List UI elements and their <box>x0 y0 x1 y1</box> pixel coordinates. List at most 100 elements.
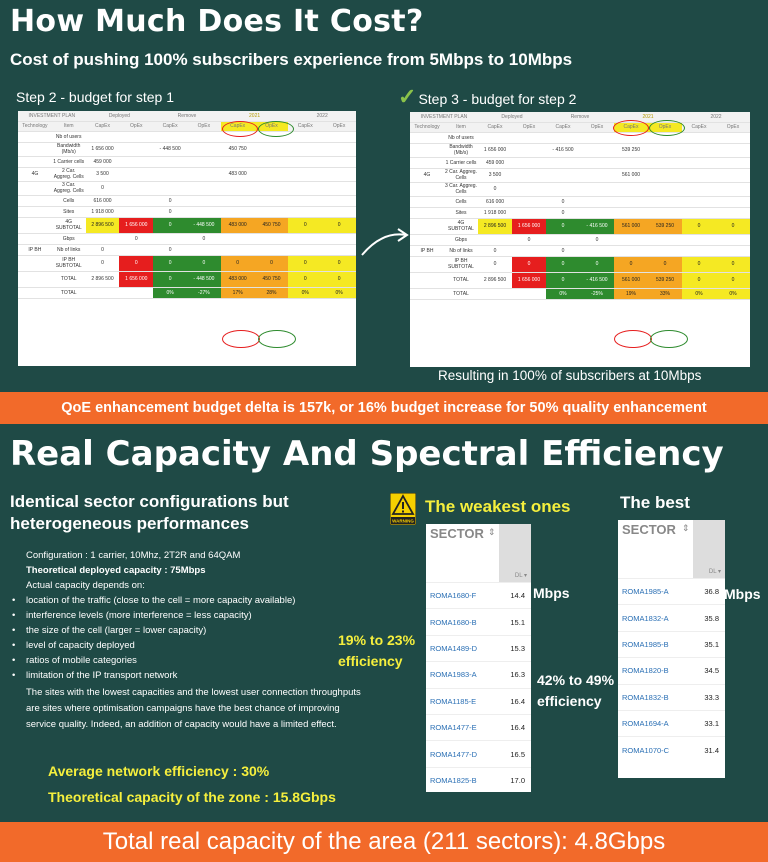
best-label: The best <box>620 493 690 512</box>
value-cell: 1 656 000 <box>478 143 512 158</box>
value-cell <box>614 182 648 197</box>
sector-name-link[interactable]: ROMA1185-E <box>430 696 477 706</box>
sector-column-header[interactable]: SECTOR <box>430 526 484 541</box>
value-column-header[interactable]: DL ▾ <box>499 524 531 582</box>
sector-column-header[interactable]: SECTOR <box>622 522 676 537</box>
table-row: 4G 2 Car. Aggreg. Cells 3 500 561 000 <box>410 168 750 183</box>
group-header: Remove <box>546 112 614 123</box>
sort-down-icon[interactable]: DL ▾ <box>708 569 721 575</box>
value-cell: 2 896 500 <box>478 272 512 289</box>
sector-name-link[interactable]: ROMA1070-C <box>622 745 670 755</box>
sector-name-link[interactable]: ROMA1832-A <box>622 613 669 623</box>
sort-icon[interactable]: ⇕ <box>682 523 690 533</box>
value-cell <box>119 142 154 157</box>
value-cell: 0 <box>322 255 356 272</box>
value-cell: 561 000 <box>614 272 648 289</box>
sort-icon[interactable]: ⇕ <box>488 527 496 537</box>
table-row: 1 Carrier cells 459 000 <box>18 156 356 168</box>
value-cell <box>186 244 221 256</box>
value-cell: 0 <box>478 256 512 273</box>
value-cell: - 416 500 <box>580 272 614 289</box>
sector-name-link[interactable]: ROMA1825-B <box>430 775 477 785</box>
group-header: Remove <box>153 111 221 122</box>
value-cell: 1 656 000 <box>512 218 546 235</box>
table-header: SECTOR ⇕ DL ▾ <box>426 524 531 582</box>
warning-text: WARNING <box>392 519 414 524</box>
value-cell <box>716 207 750 219</box>
value-cell: 0% <box>546 288 580 300</box>
value-cell <box>322 142 356 157</box>
table-header: SECTOR ⇕ DL ▾ <box>618 520 725 578</box>
sector-name-link[interactable]: ROMA1680-F <box>430 591 477 601</box>
value-cell <box>322 167 356 182</box>
sort-down-icon[interactable]: DL ▾ <box>514 573 527 579</box>
value-cell: 483 000 <box>220 271 255 288</box>
item-cell: Nb of users <box>51 131 86 143</box>
best-efficiency: 42% to 49% efficiency <box>537 670 614 712</box>
sector-name-link[interactable]: ROMA1832-B <box>622 692 669 702</box>
item-cell: 2 Car. Aggreg. Cells <box>444 168 478 183</box>
throughput-value: 16.4 <box>510 696 525 706</box>
sector-name-link[interactable]: ROMA1985-A <box>622 587 669 597</box>
group-header: 2022 <box>682 112 750 123</box>
item-cell: Nb of links <box>444 245 478 257</box>
value-cell: 0% <box>716 288 750 300</box>
checkmark-icon: ✓ <box>398 84 417 109</box>
value-cell: 0 <box>153 244 187 256</box>
sector-name-link[interactable]: ROMA1694-A <box>622 719 669 729</box>
tech-cell <box>18 181 52 196</box>
value-cell <box>648 168 682 183</box>
value-cell: 450 750 <box>220 142 255 157</box>
qoe-banner: QoE enhancement budget delta is 157k, or… <box>0 392 768 424</box>
value-cell <box>220 206 255 218</box>
value-cell: 2 896 500 <box>85 217 120 234</box>
value-cell <box>153 131 187 143</box>
value-cell: 0 <box>288 255 323 272</box>
value-cell <box>682 207 716 219</box>
sector-name-link[interactable]: ROMA1820-B <box>622 666 669 676</box>
item-cell: Bandwidth (Mb/s) <box>51 142 86 157</box>
item-cell: Sites <box>444 207 478 219</box>
value-cell: 0 <box>546 218 580 235</box>
value-cell <box>682 132 716 144</box>
table-row: 4G 2 Car. Aggreg. Cells 3 500 483 000 <box>18 167 356 182</box>
sector-name-link[interactable]: ROMA1477-D <box>430 749 478 759</box>
value-cell <box>648 234 682 246</box>
value-cell <box>220 244 255 256</box>
throughput-value: 16.4 <box>510 723 525 733</box>
throughput-value: 34.5 <box>704 666 719 676</box>
item-cell: 4G SUBTOTAL <box>444 218 478 235</box>
sector-name-link[interactable]: ROMA1680-B <box>430 617 477 627</box>
table-row: 4G SUBTOTAL 2 896 500 1 656 000 0- 448 500 4… <box>18 217 356 234</box>
tech-cell <box>18 287 52 299</box>
sector-name-link[interactable]: ROMA1489-D <box>430 643 478 653</box>
value-cell: 0 <box>546 196 580 208</box>
value-cell <box>614 234 648 246</box>
value-cell <box>580 157 614 169</box>
sector-name-link[interactable]: ROMA1477-E <box>430 723 477 733</box>
value-cell: 2 896 500 <box>478 218 512 235</box>
value-cell <box>153 167 187 182</box>
value-cell: 483 000 <box>220 167 255 182</box>
table-row: ROMA1983-A 16.3 <box>426 661 531 687</box>
value-cell <box>546 168 580 183</box>
value-cell <box>478 288 512 300</box>
value-cell <box>186 131 221 143</box>
value-column-header[interactable]: DL ▾ <box>693 520 725 578</box>
tech-cell <box>18 142 52 157</box>
sector-name-link[interactable]: ROMA1985-B <box>622 639 669 649</box>
tech-cell <box>410 196 444 208</box>
value-cell <box>322 206 356 218</box>
value-cell <box>512 157 546 169</box>
value-cell: 0 <box>153 195 187 207</box>
value-cell <box>322 156 356 168</box>
column-header: OpEx <box>186 121 221 132</box>
list-item: the size of the cell (larger = lower cap… <box>12 623 371 638</box>
sector-name-link[interactable]: ROMA1983-A <box>430 670 477 680</box>
value-cell: 0 <box>153 255 187 272</box>
value-cell <box>512 182 546 197</box>
throughput-value: 33.1 <box>704 719 719 729</box>
throughput-value: 35.8 <box>704 613 719 623</box>
value-cell: 561 000 <box>614 168 648 183</box>
tech-cell: IP BH <box>410 245 444 257</box>
